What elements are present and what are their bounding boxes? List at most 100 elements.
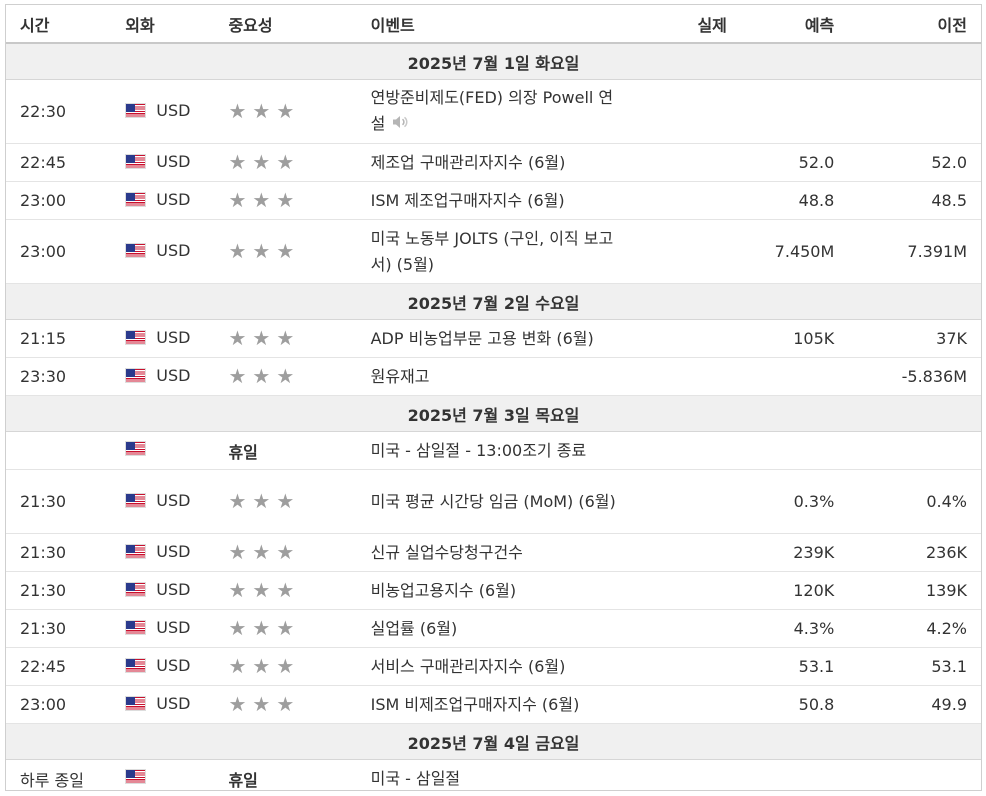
event-previous: 139K [848, 571, 981, 610]
event-row[interactable]: 23:00 USD ★ ★ ★ ISM 제조업구매자지수 (6월) 48.8 48.5 [6, 181, 981, 220]
event-row[interactable]: 23:00 USD ★ ★ ★ 미국 노동부 JOLTS (구인, 이직 보고서) (5월… [6, 219, 981, 284]
event-name-cell: 신규 실업수당청구건수 [356, 533, 636, 572]
event-row[interactable]: 21:30 USD ★ ★ ★ 비농업고용지수 (6월) 120K 139K [6, 571, 981, 610]
event-name[interactable]: 연방준비제도(FED) 의장 Powell 연설 [370, 88, 614, 134]
event-previous: 49.9 [848, 685, 981, 724]
star-icon: ★ [228, 239, 247, 263]
event-row[interactable]: 22:30 USD ★ ★ ★ 연방준비제도(FED) 의장 Powell 연설 [6, 79, 981, 144]
us-flag-icon [125, 493, 147, 508]
header-currency[interactable]: 외화 [111, 5, 215, 44]
star-icon: ★ [228, 616, 247, 640]
event-name[interactable]: 제조업 구매관리자지수 (6월) [370, 152, 566, 172]
event-actual [635, 609, 741, 648]
event-previous: 236K [848, 533, 981, 572]
star-icon: ★ [252, 616, 271, 640]
currency-code: USD [156, 101, 191, 120]
event-name[interactable]: 미국 노동부 JOLTS (구인, 이직 보고서) (5월) [370, 228, 614, 274]
day-label: 2025년 7월 1일 화요일 [6, 43, 981, 80]
importance-stars: ★ ★ ★ [228, 542, 294, 562]
event-row[interactable]: 휴일 미국 - 삼일절 - 13:00조기 종료 [6, 431, 981, 470]
star-icon: ★ [228, 540, 247, 564]
event-row[interactable]: 21:15 USD ★ ★ ★ ADP 비농업부문 고용 변화 (6월) 105K 37K [6, 319, 981, 358]
event-name-cell: 연방준비제도(FED) 의장 Powell 연설 [356, 79, 636, 144]
event-importance-cell: 휴일 [214, 759, 357, 790]
event-currency-cell: USD [111, 533, 215, 572]
star-icon: ★ [276, 540, 295, 564]
event-name[interactable]: 원유재고 [370, 366, 430, 386]
event-importance-cell: 휴일 [214, 431, 357, 470]
event-previous [848, 431, 981, 470]
star-icon: ★ [228, 489, 247, 513]
star-icon: ★ [276, 150, 295, 174]
event-name[interactable]: 비농업고용지수 (6월) [370, 580, 517, 600]
event-row[interactable]: 21:30 USD ★ ★ ★ 실업률 (6월) 4.3% 4.2% [6, 609, 981, 648]
event-forecast: 0.3% [740, 469, 849, 534]
header-event[interactable]: 이벤트 [356, 5, 636, 44]
currency-code: USD [156, 656, 191, 675]
event-actual [635, 181, 741, 220]
event-previous: -5.836M [848, 357, 981, 396]
event-name[interactable]: 서비스 구매관리자지수 (6월) [370, 656, 566, 676]
event-name[interactable]: 미국 평균 시간당 임금 (MoM) (6월) [370, 491, 616, 511]
star-icon: ★ [276, 692, 295, 716]
currency-wrap: USD [125, 694, 190, 713]
event-name[interactable]: ISM 제조업구매자지수 (6월) [370, 190, 565, 210]
event-previous: 48.5 [848, 181, 981, 220]
event-forecast: 7.450M [740, 219, 849, 284]
star-icon: ★ [276, 489, 295, 513]
star-icon: ★ [252, 364, 271, 388]
event-name[interactable]: 신규 실업수당청구건수 [370, 542, 523, 562]
event-currency-cell: USD [111, 319, 215, 358]
event-name[interactable]: ADP 비농업부문 고용 변화 (6월) [370, 328, 594, 348]
economic-calendar: 시간 외화 중요성 이벤트 실제 예측 이전 2025년 7월 1일 화요일 22… [5, 4, 982, 791]
event-time: 21:30 [6, 571, 112, 610]
event-name-cell: 미국 - 삼일절 [356, 759, 636, 790]
event-actual [635, 431, 741, 470]
star-icon: ★ [276, 578, 295, 602]
event-row[interactable]: 21:30 USD ★ ★ ★ 미국 평균 시간당 임금 (MoM) (6월) 0.3% 0.… [6, 469, 981, 534]
event-name[interactable]: 실업률 (6월) [370, 618, 458, 638]
event-currency-cell: USD [111, 219, 215, 284]
header-previous[interactable]: 이전 [848, 5, 981, 44]
currency-code: USD [156, 580, 191, 599]
event-currency-cell: USD [111, 357, 215, 396]
event-row[interactable]: 21:30 USD ★ ★ ★ 신규 실업수당청구건수 239K 236K [6, 533, 981, 572]
star-icon: ★ [276, 654, 295, 678]
star-icon: ★ [228, 99, 247, 123]
event-name[interactable]: 미국 - 삼일절 - 13:00조기 종료 [370, 440, 587, 460]
us-flag-icon [125, 441, 147, 456]
currency-wrap: USD [125, 152, 190, 171]
day-label: 2025년 7월 4일 금요일 [6, 723, 981, 760]
star-icon: ★ [252, 540, 271, 564]
event-row[interactable]: 23:30 USD ★ ★ ★ 원유재고 -5.836M [6, 357, 981, 396]
event-currency-cell: USD [111, 469, 215, 534]
currency-wrap: USD [125, 580, 190, 599]
flag-canton [126, 659, 136, 667]
event-name[interactable]: 미국 - 삼일절 [370, 768, 461, 788]
currency-code: USD [156, 241, 191, 260]
currency-code: USD [156, 491, 191, 510]
event-forecast: 4.3% [740, 609, 849, 648]
star-icon: ★ [252, 654, 271, 678]
flag-canton [126, 244, 136, 252]
flag-canton [126, 104, 136, 112]
star-icon: ★ [252, 326, 271, 350]
event-row[interactable]: 하루 종일 휴일 미국 - 삼일절 [6, 759, 981, 790]
day-label: 2025년 7월 2일 수요일 [6, 283, 981, 320]
star-icon: ★ [228, 692, 247, 716]
header-forecast[interactable]: 예측 [740, 5, 849, 44]
event-row[interactable]: 23:00 USD ★ ★ ★ ISM 비제조업구매자지수 (6월) 50.8 49.9 [6, 685, 981, 724]
event-row[interactable]: 22:45 USD ★ ★ ★ 서비스 구매관리자지수 (6월) 53.1 53.1 [6, 647, 981, 686]
event-name-cell: 실업률 (6월) [356, 609, 636, 648]
header-actual[interactable]: 실제 [635, 5, 741, 44]
event-forecast: 53.1 [740, 647, 849, 686]
star-icon: ★ [252, 489, 271, 513]
event-name[interactable]: ISM 비제조업구매자지수 (6월) [370, 694, 580, 714]
importance-stars: ★ ★ ★ [228, 101, 294, 121]
header-importance[interactable]: 중요성 [214, 5, 357, 44]
header-time[interactable]: 시간 [6, 5, 112, 44]
event-forecast: 52.0 [740, 143, 849, 182]
currency-code: USD [156, 328, 191, 347]
event-row[interactable]: 22:45 USD ★ ★ ★ 제조업 구매관리자지수 (6월) 52.0 52.0 [6, 143, 981, 182]
event-currency-cell: USD [111, 609, 215, 648]
